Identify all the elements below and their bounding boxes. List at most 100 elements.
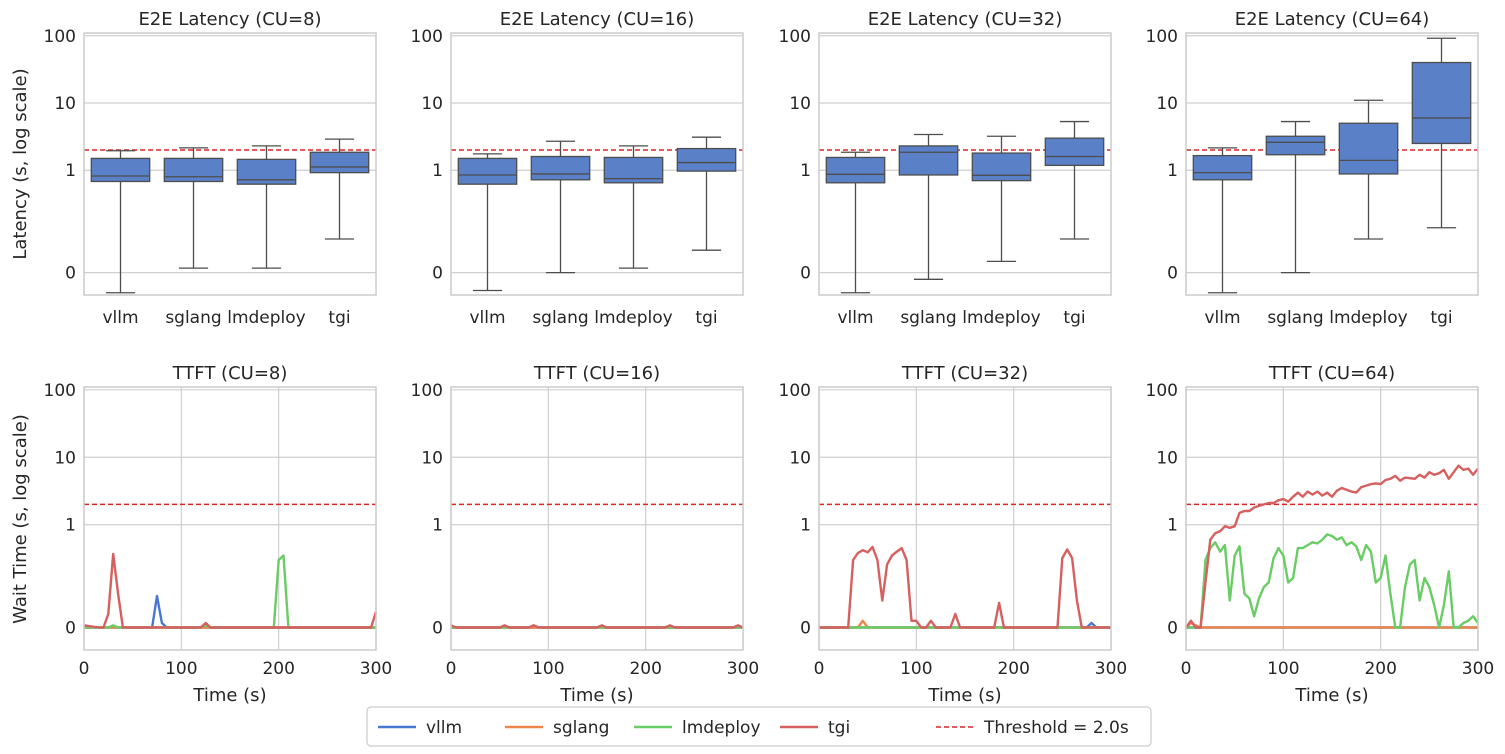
box-tgi	[309, 138, 370, 240]
box-sglang	[163, 147, 224, 269]
ttft-xtick-label: 0	[446, 659, 457, 679]
box-body	[1265, 135, 1326, 156]
ttft-xtick-label: 200	[1364, 659, 1396, 679]
ttft-ytick-label: 0	[800, 619, 811, 639]
ttft-series-tgi	[83, 552, 378, 629]
ttft-xlabel: Time (s)	[1294, 685, 1368, 706]
ttft-xtick-label: 300	[1462, 659, 1494, 679]
ttft-xtick-label: 0	[814, 659, 825, 679]
box-body	[1411, 61, 1472, 145]
box-lmdeploy	[603, 145, 664, 269]
latency-xtick-label: sglang	[165, 308, 221, 328]
box-vllm	[1192, 147, 1253, 294]
ttft-ytick-label: 0	[65, 619, 76, 639]
ttft-ytick-label: 10	[421, 448, 443, 468]
box-tgi	[1044, 120, 1105, 240]
ttft-panel-frame	[450, 386, 744, 651]
latency-ytick-label: 1	[65, 161, 76, 181]
latency-xtick-label: tgi	[1430, 308, 1452, 328]
latency-ytick-label: 100	[1146, 27, 1178, 47]
latency-ytick-label: 100	[411, 27, 443, 47]
box-tgi	[1411, 37, 1472, 229]
latency-xtick-label: vllm	[469, 308, 505, 328]
ttft-xtick-label: 0	[79, 659, 90, 679]
latency-ytick-label: 0	[1167, 264, 1178, 284]
ttft-ytick-label: 0	[1167, 619, 1178, 639]
ttft-xtick-label: 200	[262, 659, 294, 679]
box-body	[309, 151, 370, 174]
latency-panel-title: E2E Latency (CU=64)	[1235, 9, 1430, 30]
ttft-ytick-label: 10	[1156, 448, 1178, 468]
box-body	[676, 147, 737, 172]
ttft-xtick-label: 300	[727, 659, 759, 679]
ttft-series-vllm	[84, 594, 376, 629]
ttft-panel-title: TTFT (CU=8)	[172, 363, 288, 384]
ttft-xtick-label: 300	[360, 659, 392, 679]
ttft-ytick-label: 1	[800, 516, 811, 536]
ttft-xtick-label: 100	[1267, 659, 1299, 679]
ttft-xtick-label: 200	[629, 659, 661, 679]
latency-xtick-label: sglang	[900, 308, 956, 328]
ttft-series-tgi	[819, 545, 1111, 629]
box-body	[457, 157, 518, 185]
legend-label-vllm: vllm	[426, 718, 462, 738]
ttft-xtick-label: 100	[900, 659, 932, 679]
latency-ytick-label: 10	[54, 94, 76, 114]
ttft-ylabel: Wait Time (s, log scale)	[10, 414, 31, 624]
box-vllm	[90, 150, 151, 294]
box-lmdeploy	[971, 135, 1032, 263]
ttft-panel-frame	[818, 386, 1112, 651]
box-body	[1044, 137, 1105, 167]
latency-ylabel: Latency (s, log scale)	[10, 68, 31, 259]
box-body	[530, 155, 591, 181]
latency-xtick-label: vllm	[1204, 308, 1240, 328]
ttft-ytick-label: 1	[65, 516, 76, 536]
ttft-ytick-label: 10	[789, 448, 811, 468]
latency-ytick-label: 10	[1156, 94, 1178, 114]
box-vllm	[825, 151, 886, 294]
latency-ytick-label: 100	[779, 27, 811, 47]
ttft-ytick-label: 100	[411, 381, 443, 401]
ttft-ytick-label: 100	[44, 381, 76, 401]
ttft-xtick-label: 300	[1095, 659, 1127, 679]
ttft-xtick-label: 100	[532, 659, 564, 679]
latency-xtick-label: vllm	[102, 308, 138, 328]
latency-xtick-label: lmdeploy	[962, 308, 1041, 328]
ttft-ytick-label: 100	[779, 381, 811, 401]
legend: vllm sglang lmdeploy tgi Threshold = 2.0s	[366, 706, 1152, 747]
ttft-ytick-label: 10	[54, 448, 76, 468]
latency-ytick-label: 100	[44, 27, 76, 47]
latency-panel-frame	[450, 32, 744, 296]
ttft-series-lmdeploy	[1186, 533, 1479, 629]
latency-xtick-label: tgi	[1063, 308, 1085, 328]
legend-label-tgi: tgi	[828, 718, 850, 738]
box-sglang	[530, 140, 591, 274]
ttft-xtick-label: 100	[165, 659, 197, 679]
latency-ytick-label: 1	[800, 161, 811, 181]
latency-ytick-label: 1	[1167, 161, 1178, 181]
latency-ytick-label: 0	[800, 264, 811, 284]
latency-xtick-label: tgi	[328, 308, 350, 328]
ttft-xtick-label: 0	[1181, 659, 1192, 679]
ttft-panel-title: TTFT (CU=32)	[901, 363, 1028, 384]
ttft-series-lmdeploy	[84, 554, 376, 629]
ttft-series-tgi	[450, 624, 744, 629]
ttft-xlabel: Time (s)	[927, 685, 1001, 706]
box-body	[90, 157, 151, 183]
legend-frame	[366, 706, 1152, 747]
box-tgi	[676, 136, 737, 251]
ttft-ytick-label: 100	[1146, 381, 1178, 401]
latency-xtick-label: lmdeploy	[1329, 308, 1408, 328]
latency-xtick-label: sglang	[532, 308, 588, 328]
box-body	[163, 157, 224, 183]
ttft-ytick-label: 0	[432, 619, 443, 639]
ttft-panel-frame	[1185, 386, 1479, 651]
box-body	[898, 145, 959, 176]
latency-ytick-label: 10	[789, 94, 811, 114]
box-lmdeploy	[1338, 99, 1399, 240]
legend-label-sglang: sglang	[553, 718, 609, 738]
ttft-xlabel: Time (s)	[559, 685, 633, 706]
ttft-panel-frame	[83, 386, 377, 651]
ttft-series-tgi	[1185, 464, 1479, 629]
latency-panel-title: E2E Latency (CU=16)	[500, 9, 695, 30]
